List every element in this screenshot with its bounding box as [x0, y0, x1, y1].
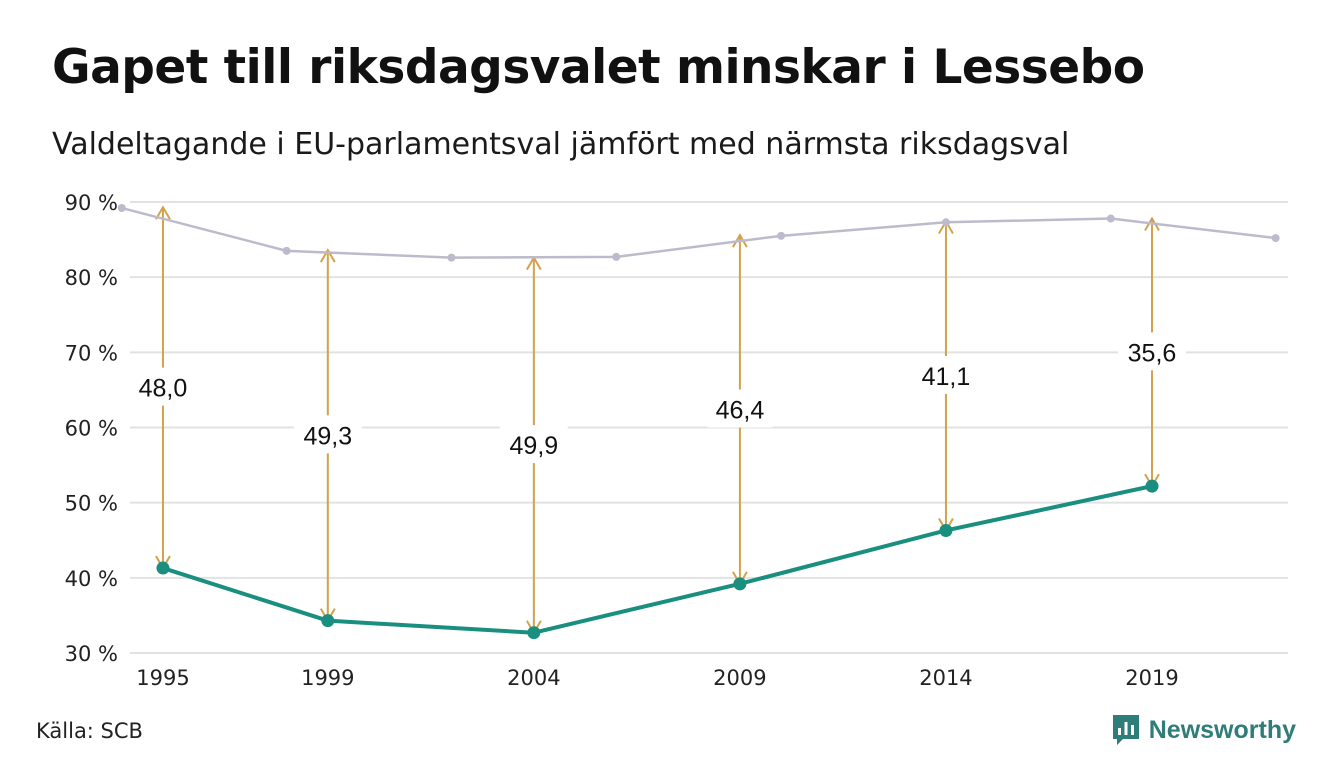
y-axis: 30 % 40 % 50 % 60 % 70 % 80 % 90 % — [65, 191, 118, 666]
y-tick-label: 60 % — [65, 417, 118, 441]
riksdag-data-point — [282, 246, 291, 255]
riksdag-data-point — [1106, 214, 1115, 223]
riksdag-data-point — [117, 204, 126, 213]
chart-title: Gapet till riksdagsvalet minskar i Lesse… — [52, 40, 1145, 95]
gap-label: 48,0 — [139, 375, 188, 403]
gap-label: 46,4 — [716, 396, 765, 424]
gap-arrow-head-top — [155, 205, 171, 220]
y-tick-label: 50 % — [65, 492, 118, 516]
series — [117, 204, 1280, 640]
riksdag-data-point — [1271, 234, 1280, 243]
eu-series-line — [160, 484, 1155, 635]
brand-logo: Newsworthy — [1111, 713, 1296, 747]
gap-label-bg — [499, 425, 568, 464]
gap-label: 49,3 — [303, 422, 352, 450]
x-tick-label: 1999 — [301, 666, 354, 690]
gap-label: 49,9 — [510, 432, 559, 460]
gap-label-bg — [911, 356, 980, 395]
grid — [130, 201, 1288, 654]
chart-subtitle: Valdeltagande i EU-parlamentsval jämfört… — [52, 127, 1070, 162]
source-note: Källa: SCB — [36, 719, 143, 743]
x-tick-label: 2019 — [1125, 666, 1178, 690]
gap-label: 41,1 — [922, 363, 971, 391]
x-tick-label: 2004 — [507, 666, 560, 690]
x-tick-label: 1995 — [136, 666, 189, 690]
y-tick-label: 90 % — [65, 191, 118, 215]
eu-data-point — [156, 561, 170, 575]
y-tick-label: 40 % — [65, 567, 118, 591]
newsworthy-logo-icon — [1112, 715, 1139, 745]
eu-data-point — [527, 626, 541, 640]
gap-label-bg — [293, 415, 362, 454]
gap-arrow-head-top — [1144, 216, 1160, 232]
gap-label: 35,6 — [1128, 339, 1177, 367]
riksdag-data-point — [447, 253, 456, 262]
gap-arrow-head-top — [319, 248, 336, 263]
gap-labels: 48,0 49,3 49,9 46,4 41,1 35,6 — [128, 332, 1187, 464]
y-tick-label: 30 % — [65, 642, 118, 666]
x-tick-label: 2009 — [713, 666, 766, 690]
y-tick-label: 80 % — [65, 266, 118, 290]
x-tick-label: 2014 — [919, 666, 972, 690]
gap-label-bg — [128, 367, 197, 406]
gap-label-bg — [1118, 332, 1187, 371]
riksdag-data-point — [941, 218, 950, 227]
brand-name: Newsworthy — [1148, 715, 1296, 744]
gap-arrow-head-top — [732, 233, 748, 248]
eu-data-point — [1145, 479, 1159, 493]
eu-data-point — [321, 614, 335, 628]
riksdag-series-line — [120, 206, 1277, 259]
eu-data-point — [733, 577, 747, 591]
gap-label-bg — [705, 389, 774, 428]
riksdag-data-point — [612, 252, 621, 261]
eu-data-point — [939, 523, 953, 537]
x-axis: 1995 1999 2004 2009 2014 2019 — [136, 666, 1178, 690]
y-tick-label: 70 % — [65, 341, 118, 365]
riksdag-data-point — [777, 231, 786, 240]
